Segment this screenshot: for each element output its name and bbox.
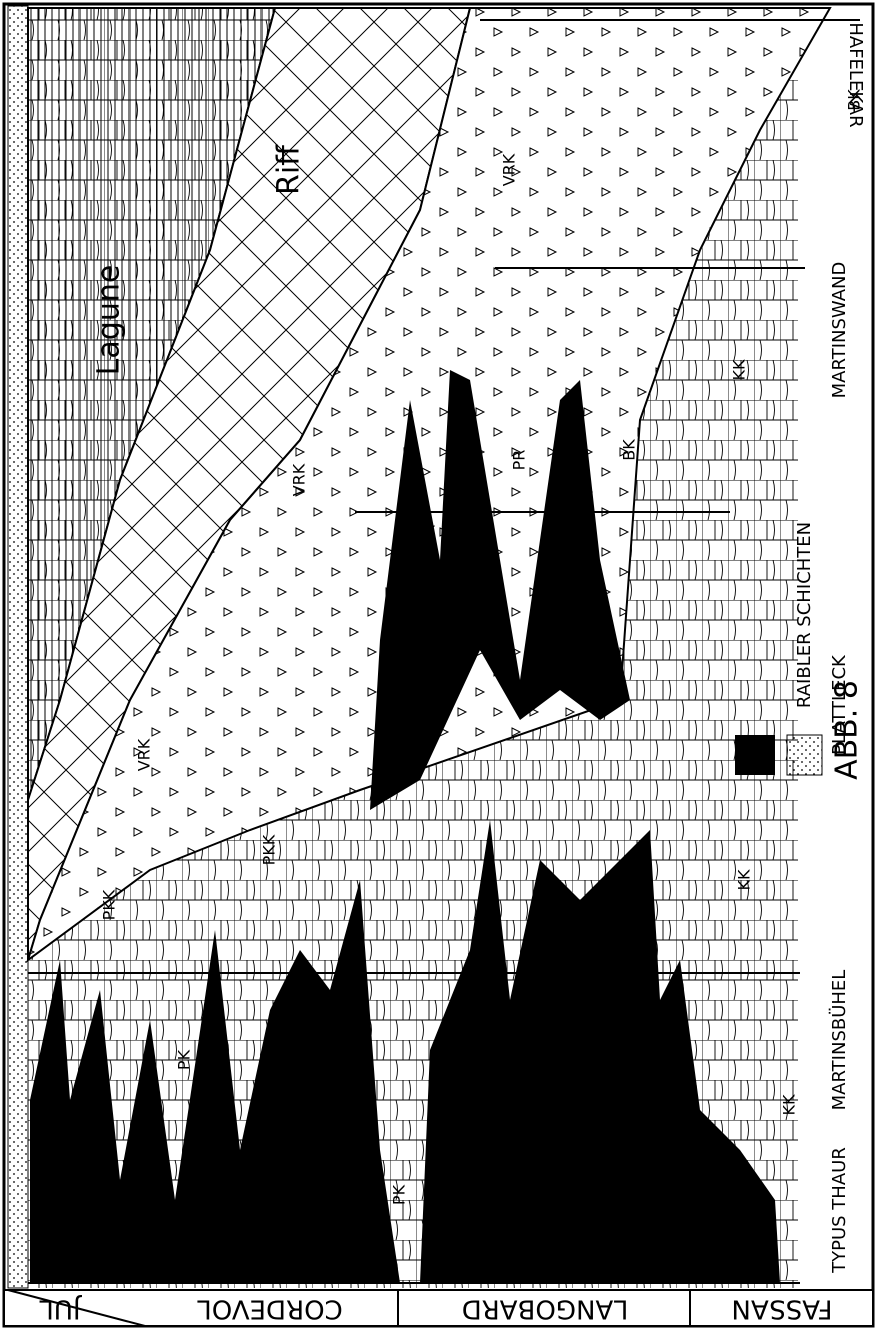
unit-label: KK xyxy=(780,1094,799,1115)
raibler-band xyxy=(7,5,29,1289)
legend-raibler-label: RAIBLER SCHICHTEN xyxy=(794,522,815,708)
unit-label: VRK xyxy=(500,153,519,186)
legend-pm-label: PM xyxy=(754,742,770,763)
section-label: HAFELEKAR xyxy=(845,22,866,127)
reef-hatch xyxy=(28,8,470,960)
stage-label: FASSAN xyxy=(731,1294,832,1324)
unit-label: KK xyxy=(735,869,754,890)
unit-label: PK xyxy=(175,1049,194,1070)
pm-masses xyxy=(30,370,780,1283)
stage-dividers xyxy=(7,1289,691,1327)
unit-label: BK xyxy=(845,89,864,111)
pm-mass xyxy=(30,880,400,1283)
vrk-hatch xyxy=(28,8,830,960)
section-label: MARTINSWAND xyxy=(829,262,850,399)
section-label: TYPUS THAUR xyxy=(829,1147,850,1274)
section-label: PLATTLECK xyxy=(829,654,850,755)
unit-label: PKK xyxy=(100,889,119,920)
unit-label: PKK xyxy=(590,684,609,715)
stage-strip xyxy=(3,1289,874,1327)
unit-label: PR xyxy=(510,450,529,471)
unit-label: KK xyxy=(730,359,749,380)
unit-label: VRK xyxy=(290,463,309,496)
legend-pm-swatch xyxy=(735,735,775,775)
stage-label: CORDEVOL xyxy=(197,1294,343,1324)
pm-mass xyxy=(420,820,780,1283)
pm-mass xyxy=(370,370,630,810)
unit-label: PR xyxy=(420,525,439,546)
section-label: MARTINSBÜHEL xyxy=(828,970,850,1111)
unit-label: PKK xyxy=(260,834,279,865)
stage-label: LANGOBARD xyxy=(462,1294,629,1324)
legend-raibler-swatch xyxy=(786,734,823,776)
unit-label: VRK xyxy=(135,738,154,771)
section-lines xyxy=(28,19,860,1284)
stage-label: JUL xyxy=(39,1294,83,1324)
unit-label: Lagune xyxy=(92,265,127,376)
unit-label: Riff xyxy=(272,144,307,195)
unit-label: PK xyxy=(645,1184,664,1205)
unit-label: BK xyxy=(620,439,639,461)
figure-label: ABB. 8 xyxy=(830,680,865,780)
unit-label: PK xyxy=(390,1184,409,1205)
